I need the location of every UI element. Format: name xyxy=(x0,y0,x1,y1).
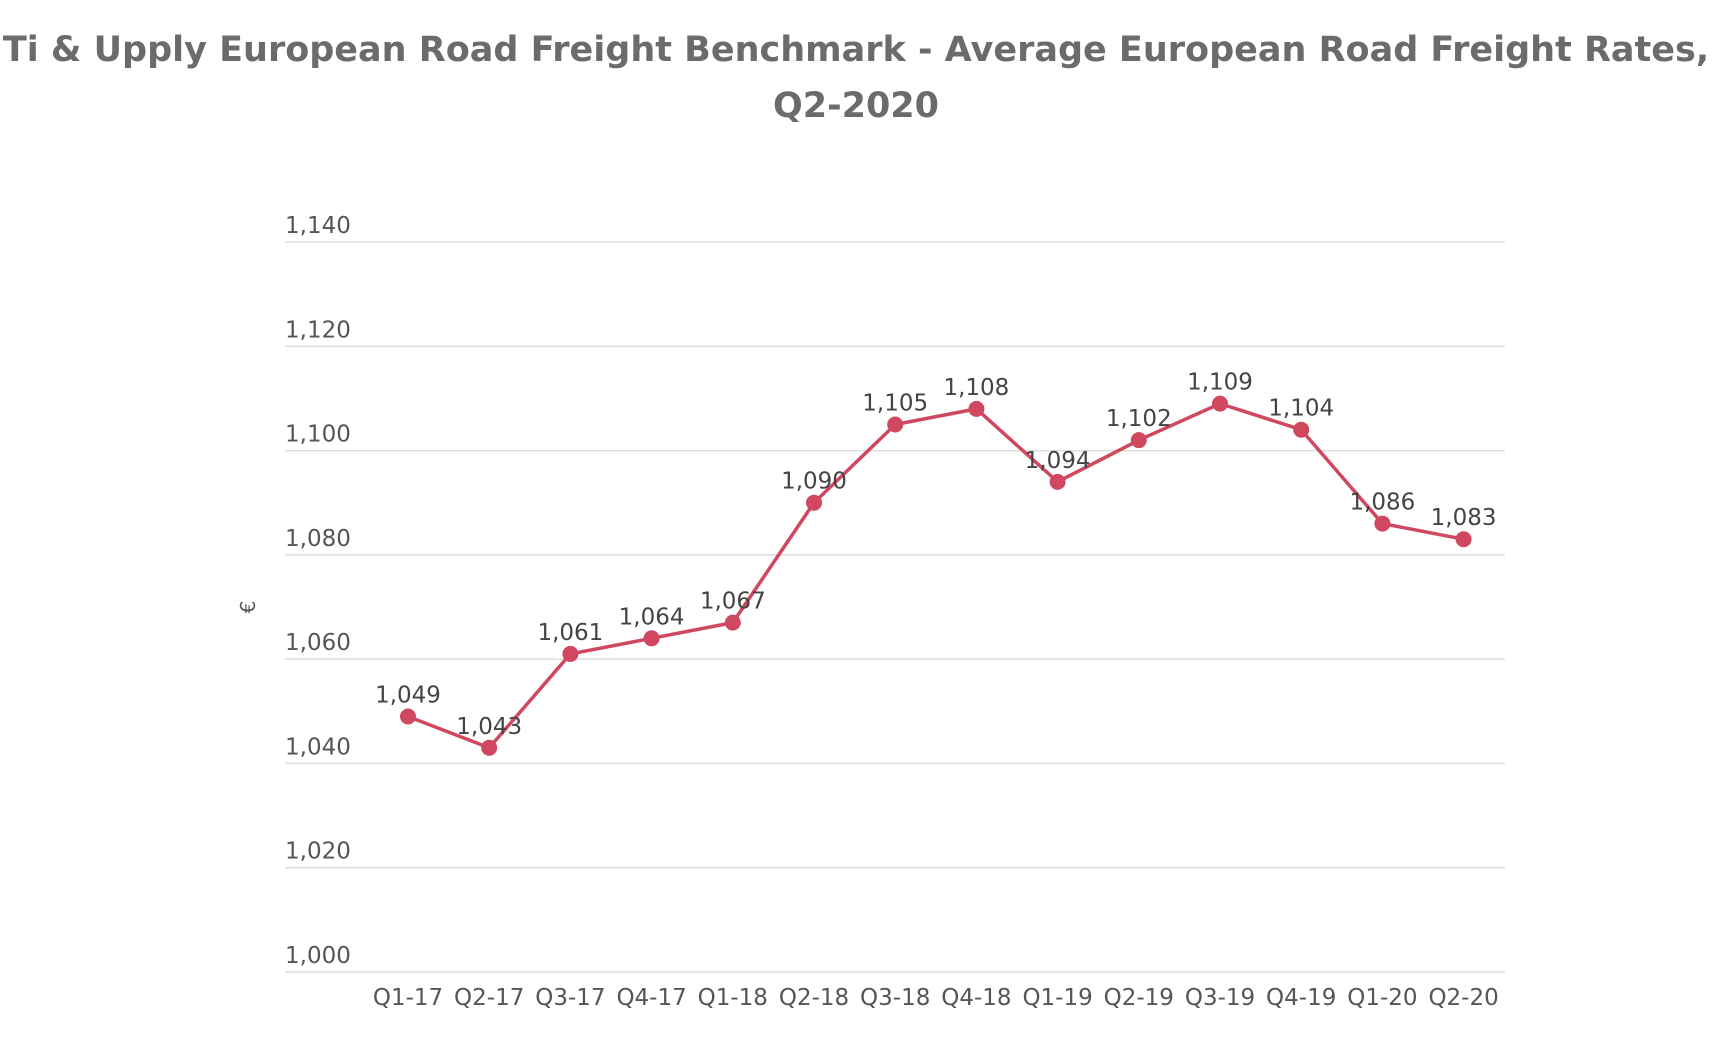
data-point xyxy=(806,494,822,511)
data-point xyxy=(562,645,579,662)
data-point xyxy=(887,416,904,433)
data-label: 1,102 xyxy=(1106,406,1172,432)
y-tick-label: 1,000 xyxy=(285,943,351,969)
x-tick-label: Q2-20 xyxy=(1428,985,1498,1011)
gridlines xyxy=(285,241,1505,973)
data-label: 1,061 xyxy=(537,620,603,646)
series-line xyxy=(407,401,1464,750)
data-point xyxy=(1293,421,1310,438)
x-tick-label: Q1-18 xyxy=(698,985,768,1011)
x-tick-label: Q4-19 xyxy=(1266,985,1336,1011)
y-tick-label: 1,140 xyxy=(285,213,351,239)
data-label: 1,109 xyxy=(1187,370,1253,396)
y-tick-label: 1,100 xyxy=(285,422,351,448)
y-axis-ticks: 1,000 1,020 1,040 1,060 1,080 1,100 1,120 1,140 xyxy=(285,213,351,969)
data-label: 1,105 xyxy=(862,391,928,417)
x-tick-label: Q1-19 xyxy=(1022,985,1092,1011)
x-tick-label: Q4-17 xyxy=(616,985,686,1011)
data-label: 1,083 xyxy=(1431,505,1497,531)
data-point xyxy=(1049,473,1066,490)
data-labels: 1,049 1,043 1,061 1,064 1,067 1,090 1,105 1,108… xyxy=(375,370,1496,740)
data-point xyxy=(1130,432,1147,449)
y-tick-label: 1,120 xyxy=(285,317,351,343)
data-point xyxy=(643,630,660,647)
data-label: 1,104 xyxy=(1268,396,1334,422)
x-axis-ticks: Q1-17 Q2-17 Q3-17 Q4-17 Q1-18 Q2-18 Q3-18 Q4-18… xyxy=(373,985,1499,1011)
chart-title: Ti & Upply European Road Freight Benchma… xyxy=(0,22,1712,134)
data-point xyxy=(481,739,498,756)
y-tick-label: 1,040 xyxy=(285,734,351,760)
data-label: 1,086 xyxy=(1349,490,1415,516)
series-polyline xyxy=(407,401,1464,750)
x-tick-label: Q2-19 xyxy=(1104,985,1174,1011)
x-tick-label: Q3-18 xyxy=(860,985,930,1011)
data-label: 1,049 xyxy=(375,683,441,709)
data-label: 1,043 xyxy=(456,714,522,740)
data-point xyxy=(724,614,741,631)
x-tick-label: Q3-19 xyxy=(1185,985,1255,1011)
x-tick-label: Q2-18 xyxy=(779,985,849,1011)
y-tick-label: 1,020 xyxy=(285,839,351,865)
y-tick-label: 1,060 xyxy=(285,630,351,656)
data-point xyxy=(400,708,416,725)
y-tick-label: 1,080 xyxy=(285,526,351,552)
x-tick-label: Q1-20 xyxy=(1347,985,1417,1011)
data-label: 1,067 xyxy=(700,589,766,615)
chart-subtitle: Q2-2020 xyxy=(772,86,940,126)
x-tick-label: Q1-17 xyxy=(373,985,443,1011)
x-tick-label: Q2-17 xyxy=(454,985,524,1011)
x-tick-label: Q4-18 xyxy=(941,985,1011,1011)
chart-title-line1: Ti & Upply European Road Freight Benchma… xyxy=(2,30,1710,70)
data-point xyxy=(1212,395,1228,412)
y-axis-label: € xyxy=(236,601,260,614)
data-point xyxy=(1455,531,1472,548)
x-tick-label: Q3-17 xyxy=(535,985,605,1011)
data-points xyxy=(400,395,1472,756)
data-label: 1,108 xyxy=(943,375,1009,401)
data-label: 1,094 xyxy=(1025,448,1091,474)
data-label: 1,090 xyxy=(781,469,847,495)
data-point xyxy=(1374,515,1391,532)
data-label: 1,064 xyxy=(619,604,685,630)
data-point xyxy=(968,400,985,417)
